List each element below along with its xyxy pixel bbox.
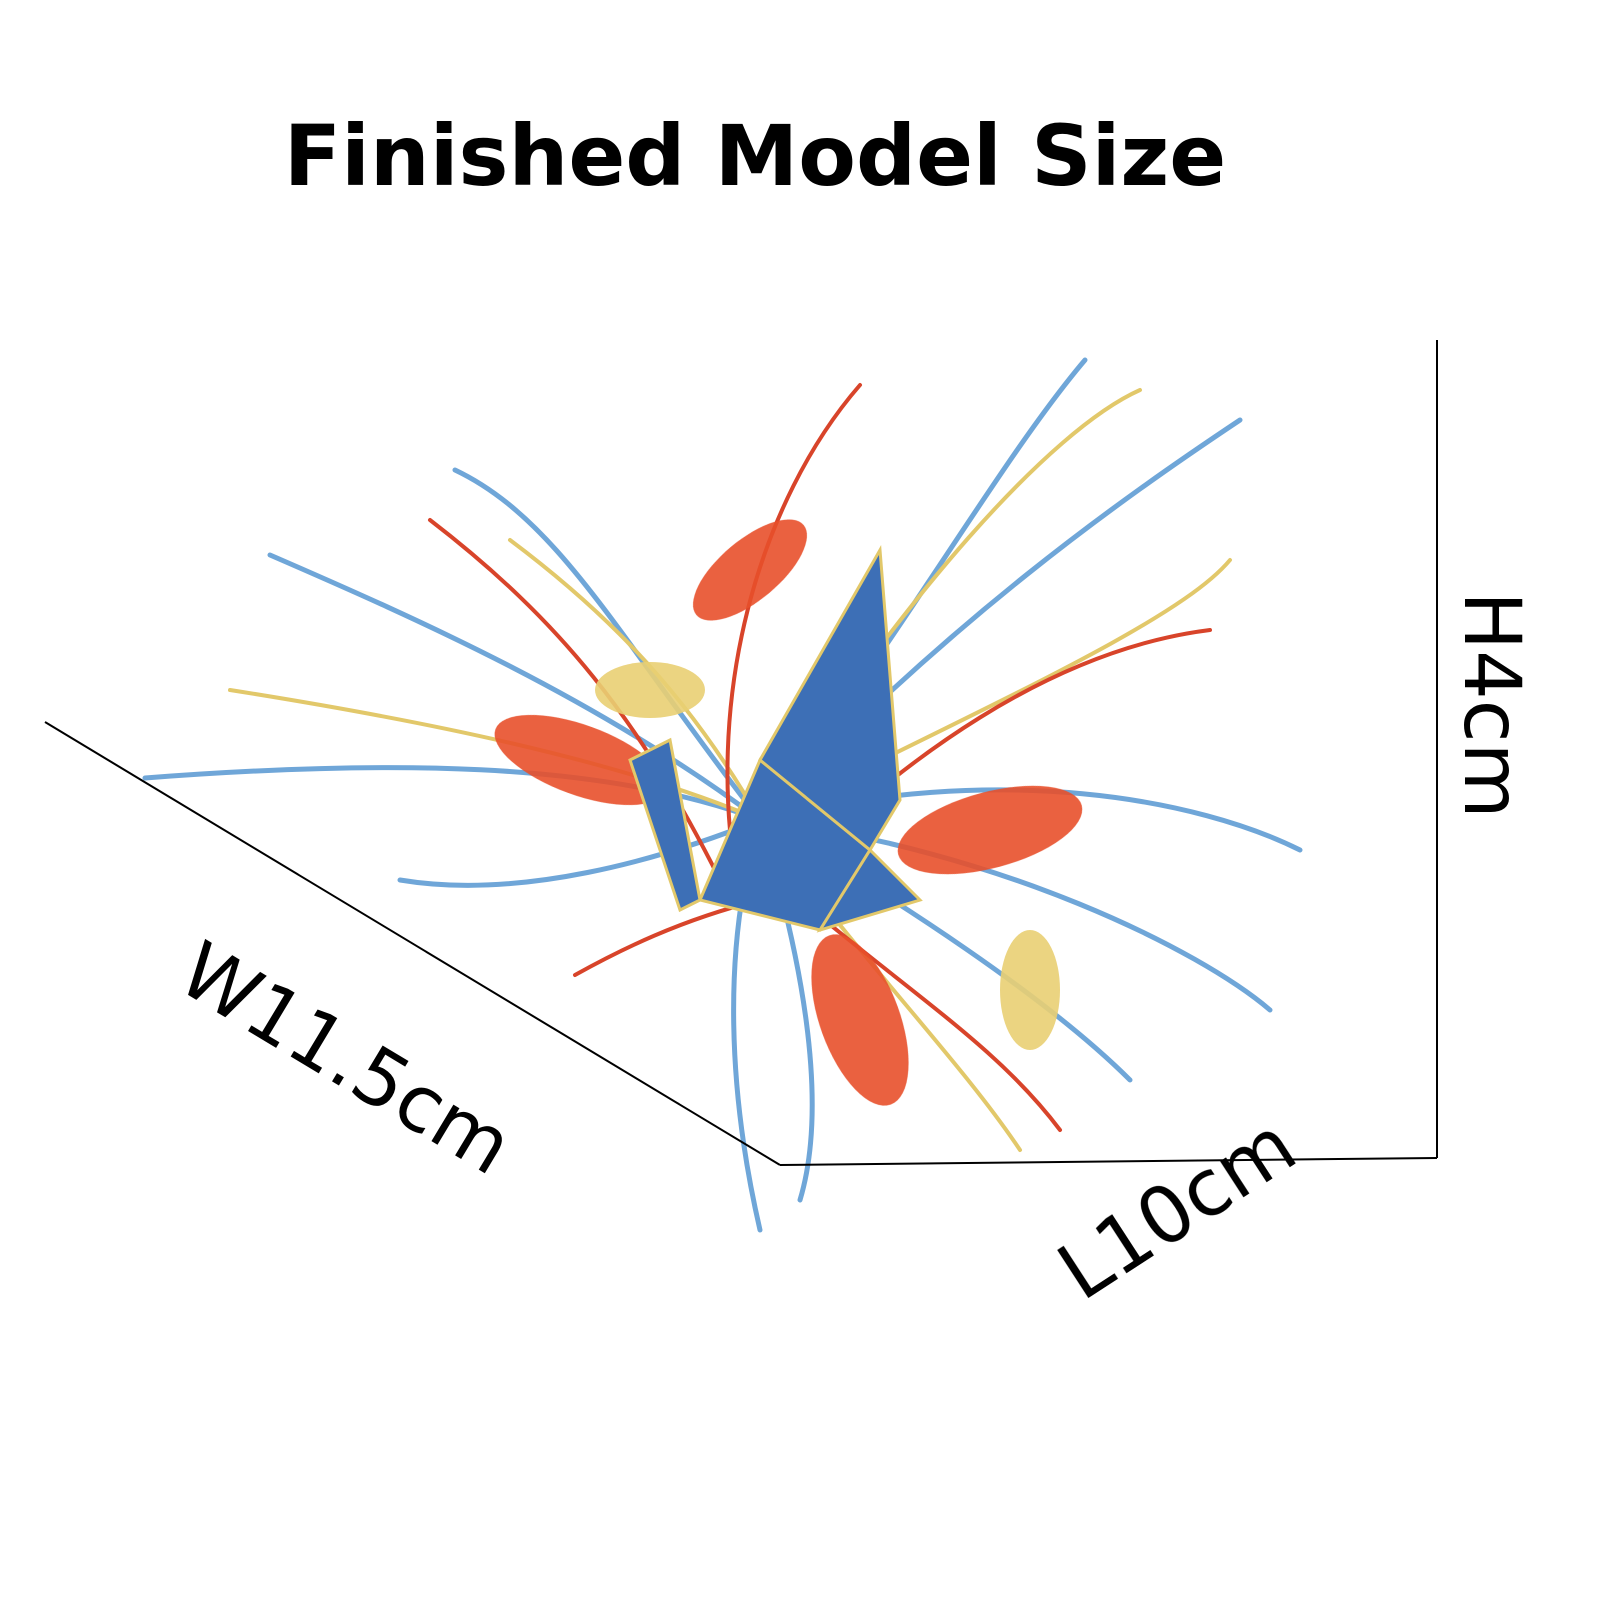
length-line: [779, 1157, 1438, 1166]
title: Finished Model Size: [284, 107, 1227, 205]
width-line: [44, 721, 781, 1166]
width-label: W11.5cm: [164, 925, 527, 1193]
model-illustration: [142, 357, 1303, 1233]
height-label: H4cm: [1446, 591, 1536, 818]
dimension-lines: [44, 340, 1438, 1166]
length-label: L10cm: [1043, 1100, 1311, 1318]
